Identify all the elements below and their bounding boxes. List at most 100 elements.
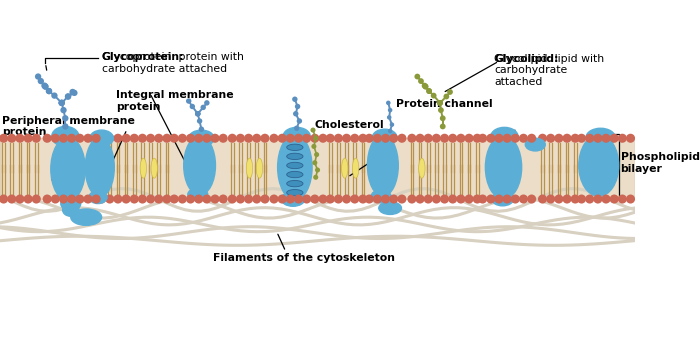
Circle shape xyxy=(138,194,147,204)
Text: Glycolipid: lipid with
carbohydrate
attached: Glycolipid: lipid with carbohydrate atta… xyxy=(494,54,605,87)
Circle shape xyxy=(570,194,580,204)
Circle shape xyxy=(494,134,503,143)
Circle shape xyxy=(76,194,85,204)
Circle shape xyxy=(69,89,76,95)
Circle shape xyxy=(59,194,68,204)
Circle shape xyxy=(105,134,114,143)
Circle shape xyxy=(32,134,41,143)
Circle shape xyxy=(610,194,619,204)
Circle shape xyxy=(407,194,416,204)
Circle shape xyxy=(43,194,52,204)
Circle shape xyxy=(67,134,76,143)
Ellipse shape xyxy=(189,130,214,147)
Circle shape xyxy=(252,194,261,204)
Circle shape xyxy=(342,134,351,143)
Circle shape xyxy=(211,194,220,204)
Circle shape xyxy=(519,194,528,204)
Ellipse shape xyxy=(525,138,545,151)
Circle shape xyxy=(426,88,432,94)
Circle shape xyxy=(199,126,204,132)
Circle shape xyxy=(527,134,536,143)
Circle shape xyxy=(67,194,76,204)
Ellipse shape xyxy=(353,158,359,178)
Circle shape xyxy=(294,134,303,143)
Circle shape xyxy=(610,134,619,143)
Circle shape xyxy=(83,134,92,143)
Circle shape xyxy=(448,194,457,204)
Circle shape xyxy=(105,194,114,204)
Circle shape xyxy=(478,194,487,204)
Circle shape xyxy=(440,194,449,204)
Circle shape xyxy=(178,134,187,143)
Circle shape xyxy=(62,115,69,121)
Circle shape xyxy=(546,194,555,204)
Ellipse shape xyxy=(51,137,85,201)
Ellipse shape xyxy=(283,128,310,146)
Circle shape xyxy=(546,134,555,143)
Circle shape xyxy=(15,194,24,204)
Circle shape xyxy=(42,83,48,90)
Circle shape xyxy=(626,194,635,204)
Circle shape xyxy=(32,194,41,204)
Circle shape xyxy=(7,134,16,143)
Circle shape xyxy=(390,122,394,127)
Circle shape xyxy=(313,136,319,141)
Ellipse shape xyxy=(287,181,303,187)
Ellipse shape xyxy=(419,158,425,178)
Circle shape xyxy=(365,134,374,143)
Circle shape xyxy=(465,134,474,143)
Circle shape xyxy=(432,134,441,143)
Circle shape xyxy=(146,134,155,143)
Circle shape xyxy=(41,83,48,89)
Circle shape xyxy=(563,134,572,143)
Circle shape xyxy=(51,194,60,204)
Circle shape xyxy=(60,107,66,113)
Circle shape xyxy=(447,89,453,95)
Circle shape xyxy=(130,134,139,143)
Circle shape xyxy=(293,111,298,117)
Circle shape xyxy=(388,108,393,113)
Text: Glycoprotein: protein with
carbohydrate attached: Glycoprotein: protein with carbohydrate … xyxy=(102,52,244,74)
Circle shape xyxy=(97,134,106,143)
Circle shape xyxy=(563,194,572,204)
Circle shape xyxy=(486,194,496,204)
Circle shape xyxy=(386,101,391,105)
Circle shape xyxy=(186,134,195,143)
Circle shape xyxy=(503,134,512,143)
Circle shape xyxy=(270,134,279,143)
Ellipse shape xyxy=(256,158,262,178)
Circle shape xyxy=(294,125,300,131)
Circle shape xyxy=(389,194,398,204)
Circle shape xyxy=(465,194,474,204)
Circle shape xyxy=(146,194,155,204)
Circle shape xyxy=(0,134,8,143)
Ellipse shape xyxy=(151,158,158,178)
Circle shape xyxy=(456,134,466,143)
Circle shape xyxy=(312,144,316,149)
Circle shape xyxy=(51,134,60,143)
Circle shape xyxy=(0,194,8,204)
Circle shape xyxy=(416,134,425,143)
Circle shape xyxy=(38,78,44,84)
Circle shape xyxy=(381,194,390,204)
Circle shape xyxy=(83,194,92,204)
Text: Filaments of the cytoskeleton: Filaments of the cytoskeleton xyxy=(214,253,396,262)
Circle shape xyxy=(388,129,393,133)
Circle shape xyxy=(211,134,220,143)
Circle shape xyxy=(59,100,65,106)
Circle shape xyxy=(424,194,433,204)
Ellipse shape xyxy=(287,162,303,169)
Circle shape xyxy=(46,88,52,94)
Circle shape xyxy=(186,98,191,104)
Text: Cholesterol: Cholesterol xyxy=(314,120,384,130)
Circle shape xyxy=(194,194,203,204)
Ellipse shape xyxy=(278,135,312,200)
Circle shape xyxy=(554,194,564,204)
Circle shape xyxy=(297,118,302,124)
Circle shape xyxy=(195,111,200,117)
Circle shape xyxy=(24,134,33,143)
Ellipse shape xyxy=(586,128,615,147)
Circle shape xyxy=(92,134,101,143)
Circle shape xyxy=(312,160,317,165)
Circle shape xyxy=(43,134,52,143)
